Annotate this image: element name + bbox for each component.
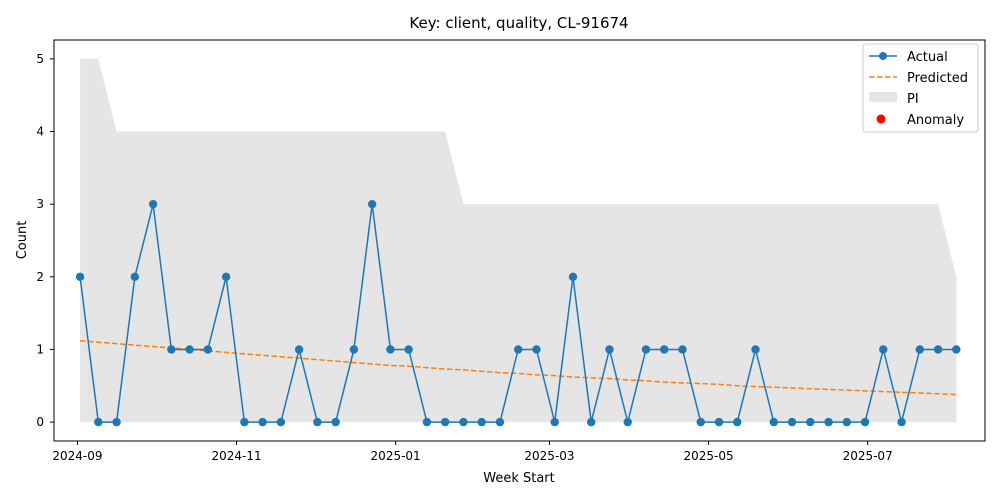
- legend-entry-anomaly: Anomaly: [876, 113, 964, 128]
- actual-point: [477, 417, 486, 427]
- legend-box: [862, 43, 979, 133]
- legend-pi-swatch: [869, 92, 897, 102]
- x-tick-label: 2024-09: [52, 449, 102, 463]
- chart-title: Key: client, quality, CL-91674: [409, 14, 628, 32]
- actual-point: [787, 417, 797, 427]
- actual-point: [952, 345, 961, 354]
- actual-point: [733, 417, 742, 427]
- legend-anomaly-label: Anomaly: [907, 113, 964, 128]
- actual-point: [605, 345, 614, 354]
- actual-line-layer: [75, 199, 961, 427]
- x-tick-label: 2024-11: [211, 449, 261, 463]
- x-axis: 2024-09 2024-11 2025-01 2025-03 2025-05 2025-…: [52, 441, 893, 463]
- legend-entry-actual: Actual: [869, 50, 948, 65]
- actual-point: [514, 345, 523, 354]
- actual-point: [367, 199, 377, 209]
- pi-band: [80, 58, 957, 423]
- actual-point: [495, 417, 505, 427]
- actual-point: [185, 345, 194, 354]
- actual-point: [933, 345, 943, 354]
- actual-point: [532, 345, 541, 354]
- actual-point: [915, 345, 924, 354]
- actual-point: [75, 272, 85, 282]
- legend: Actual Predicted PI Anomaly: [862, 43, 979, 133]
- legend-anomaly-marker: [876, 114, 886, 124]
- y-tick-label: 4: [36, 125, 44, 139]
- legend-entry-predicted: Predicted: [869, 71, 968, 86]
- x-tick-label: 2025-03: [524, 449, 574, 463]
- x-tick-label: 2025-05: [683, 449, 733, 463]
- actual-point: [678, 345, 687, 354]
- y-tick-label: 0: [36, 415, 44, 429]
- predicted-line-layer: [80, 340, 957, 396]
- actual-point: [422, 417, 432, 427]
- actual-point: [349, 345, 359, 354]
- actual-point: [112, 417, 121, 427]
- actual-point: [459, 417, 468, 427]
- actual-point: [751, 345, 760, 354]
- actual-point: [568, 272, 578, 282]
- x-axis-title: Week Start: [483, 471, 555, 486]
- actual-point: [660, 345, 669, 354]
- actual-point: [641, 345, 651, 354]
- actual-point: [897, 417, 906, 427]
- actual-point: [714, 417, 724, 427]
- y-tick-label: 1: [36, 342, 44, 356]
- y-tick-label: 2: [36, 270, 44, 284]
- legend-pi-label: PI: [907, 92, 919, 107]
- actual-point: [824, 417, 833, 427]
- y-tick-label: 5: [36, 52, 44, 66]
- actual-point: [860, 417, 870, 427]
- legend-actual-label: Actual: [907, 50, 948, 65]
- y-axis: 0 1 2 3 4 5: [36, 52, 54, 429]
- actual-point: [879, 345, 888, 354]
- actual-point: [148, 199, 158, 209]
- x-tick-label: 2025-01: [371, 449, 421, 463]
- actual-point: [130, 272, 140, 282]
- actual-point: [386, 345, 395, 354]
- actual-point: [294, 345, 304, 354]
- actual-point: [404, 345, 413, 354]
- actual-point: [842, 417, 851, 427]
- y-axis-title: Count: [15, 221, 30, 260]
- prediction-interval-layer: [80, 58, 957, 423]
- actual-point: [313, 417, 322, 427]
- actual-point: [94, 417, 103, 427]
- predicted-line: [80, 340, 957, 396]
- actual-point: [696, 417, 705, 427]
- plot-area: [53, 39, 986, 442]
- actual-point: [258, 417, 267, 427]
- actual-point: [806, 417, 815, 427]
- actual-point: [331, 417, 340, 427]
- actual-point: [276, 417, 286, 427]
- actual-point: [203, 345, 213, 354]
- actual-point: [769, 417, 778, 427]
- actual-point: [167, 345, 176, 354]
- legend-actual-marker: [879, 52, 887, 60]
- x-tick-label: 2025-07: [843, 449, 893, 463]
- legend-entry-pi: PI: [869, 92, 919, 107]
- actual-point: [440, 417, 450, 427]
- legend-predicted-label: Predicted: [907, 71, 968, 86]
- actual-point: [221, 272, 231, 282]
- plot-frame: [53, 39, 986, 442]
- y-tick-label: 3: [36, 197, 44, 211]
- actual-point: [550, 417, 559, 427]
- actual-point: [240, 417, 249, 427]
- actual-point: [587, 417, 596, 427]
- actual-point: [623, 417, 632, 427]
